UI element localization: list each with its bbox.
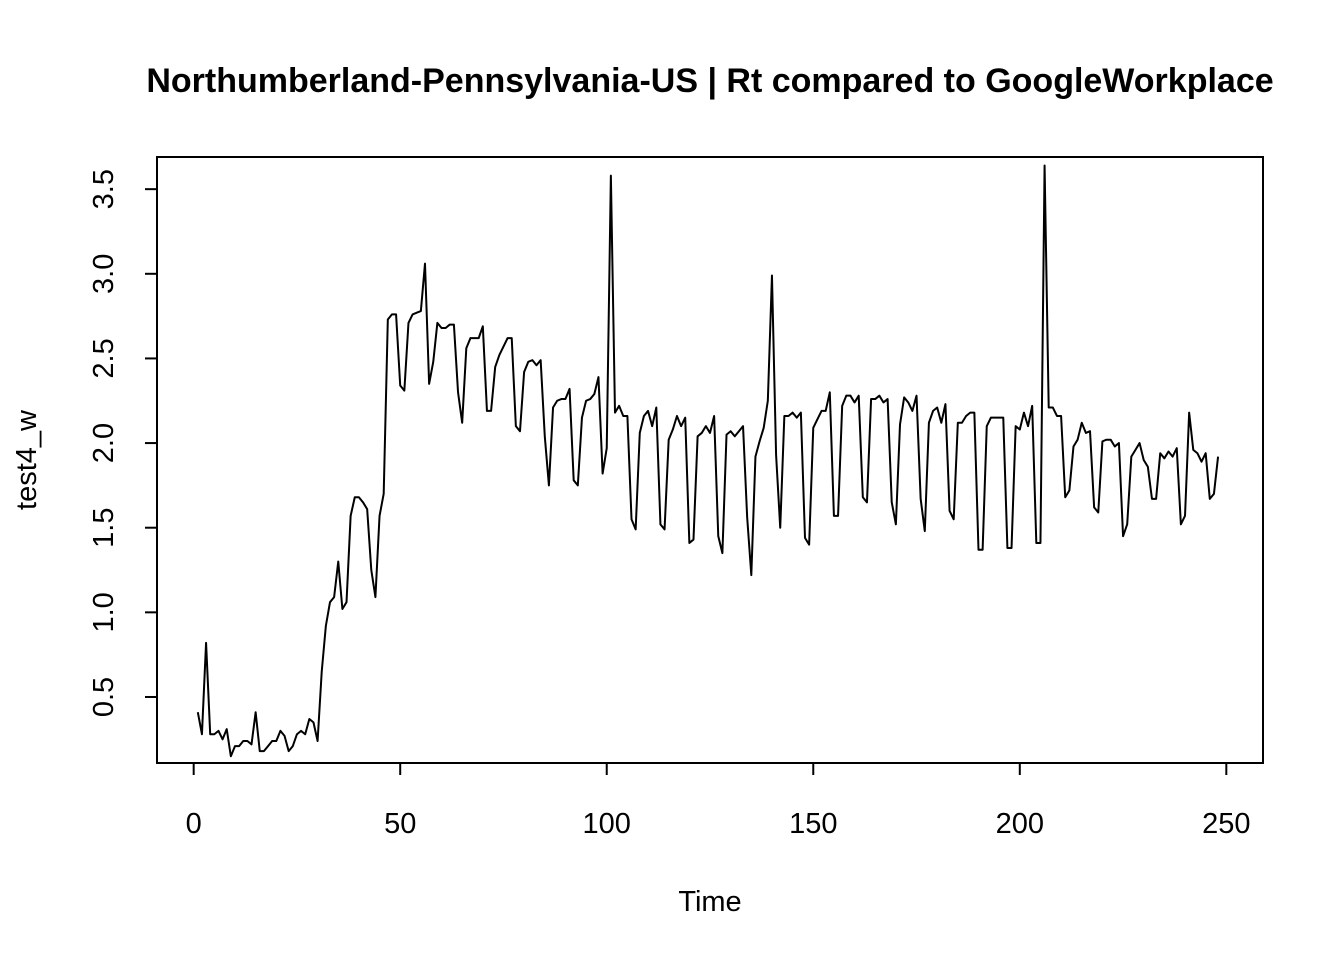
x-tick-label: 250	[1202, 808, 1250, 840]
x-axis-label: Time	[678, 886, 741, 918]
x-axis: 0 50 100 150 200 250	[186, 762, 1251, 840]
y-tick-label: 3.5	[88, 169, 120, 209]
plot-frame	[156, 156, 1264, 764]
y-tick-label: 2.0	[88, 423, 120, 463]
y-tick-label: 1.0	[88, 592, 120, 632]
y-tick-label: 1.5	[88, 508, 120, 548]
x-tick-label: 200	[996, 808, 1044, 840]
x-tick-label: 0	[186, 808, 202, 840]
y-tick-label: 3.0	[88, 254, 120, 294]
y-axis-label: test4_w	[11, 409, 43, 510]
y-axis: 0.5 1.0 1.5 2.0 2.5 3.0 3.5	[88, 169, 158, 717]
chart-title: Northumberland-Pennsylvania-US | Rt comp…	[146, 62, 1273, 100]
x-tick-label: 50	[384, 808, 416, 840]
x-tick-label: 150	[789, 808, 837, 840]
x-tick-label: 100	[583, 808, 631, 840]
series-layer	[196, 164, 1220, 758]
y-tick-label: 0.5	[88, 677, 120, 717]
series-line	[196, 164, 1220, 758]
y-tick-label: 2.5	[88, 338, 120, 378]
